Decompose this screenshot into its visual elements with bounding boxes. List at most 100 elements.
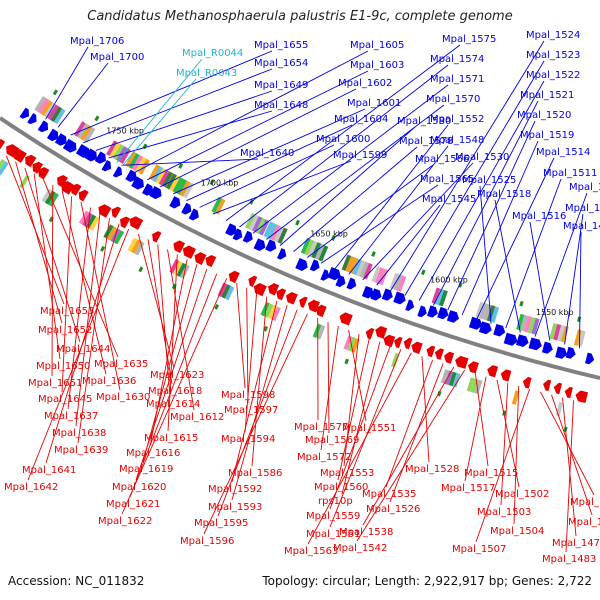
reverse-leader-line xyxy=(167,249,195,411)
reverse-leader-line xyxy=(61,190,107,375)
cog-block xyxy=(274,226,285,243)
forward-gene-label: Mpal_1496 xyxy=(563,221,600,232)
reverse-gene xyxy=(467,361,479,374)
cog-block xyxy=(486,305,496,322)
reverse-leader-line xyxy=(385,359,434,488)
reverse-gene xyxy=(6,144,20,158)
reverse-leader-line xyxy=(389,363,444,503)
forward-leader-line xyxy=(186,124,353,202)
forward-gene xyxy=(478,321,492,335)
reverse-leader-line xyxy=(327,322,330,434)
reverse-gene-label: Mpal_1612 xyxy=(170,412,224,423)
cog-block xyxy=(214,198,226,215)
forward-gene xyxy=(541,341,553,354)
cog-block xyxy=(172,260,183,276)
cog-block xyxy=(304,239,315,256)
forward-gene xyxy=(84,148,97,162)
forward-leader-line xyxy=(494,199,521,333)
forward-gene-label: Mpal_1516 xyxy=(512,211,566,222)
cog-block xyxy=(527,317,536,334)
cog-block xyxy=(356,260,366,277)
reverse-gene xyxy=(38,167,50,180)
reverse-gene xyxy=(365,327,375,340)
cog-block xyxy=(0,161,9,176)
reverse-gene-label: Mpal_1504 xyxy=(490,526,544,537)
marker-tick xyxy=(263,325,268,332)
cog-block xyxy=(264,303,274,318)
forward-leader-line xyxy=(447,120,536,311)
forward-leader-line xyxy=(362,162,474,281)
forward-gene-label: Mpal_1530 xyxy=(455,152,509,163)
forward-gene xyxy=(131,176,144,190)
forward-gene-label: Mpal_1605 xyxy=(350,40,404,51)
cog-block xyxy=(0,158,6,173)
cog-block xyxy=(255,217,266,235)
cog-block xyxy=(300,237,311,255)
forward-leader-line xyxy=(334,124,449,270)
cog-block xyxy=(252,216,263,233)
forward-leader-line xyxy=(252,84,449,234)
forward-gene-label: Mpal_1654 xyxy=(254,58,308,69)
cog-block xyxy=(162,171,174,188)
forward-gene xyxy=(169,196,181,209)
cog-block xyxy=(109,142,121,159)
accession-text: Accession: NC_011832 xyxy=(8,574,145,588)
forward-gene xyxy=(437,306,449,320)
reverse-gene xyxy=(152,231,162,243)
reverse-gene xyxy=(120,216,131,229)
reverse-gene-label: Mpal_1560 xyxy=(314,482,368,493)
forward-gene-label: Mpal_1565 xyxy=(420,174,474,185)
cog-block xyxy=(221,284,231,299)
forward-gene-label: Mpal_1520 xyxy=(517,110,571,121)
reverse-gene xyxy=(194,252,207,265)
forward-leader-line xyxy=(376,204,441,286)
reverse-gene-label: rps10p xyxy=(318,496,353,507)
forward-leader-line xyxy=(307,164,434,258)
reverse-gene xyxy=(98,204,112,218)
marker-tick xyxy=(178,163,184,169)
reverse-gene-label: Mpal_1630 xyxy=(96,392,150,403)
reverse-gene-label: Mpal_1476 xyxy=(552,538,600,549)
cog-block xyxy=(466,377,475,392)
reverse-gene xyxy=(268,283,280,296)
cog-block xyxy=(125,151,137,168)
reverse-gene xyxy=(543,379,552,392)
reverse-gene-label: Mpal_1616 xyxy=(126,448,180,459)
reverse-gene xyxy=(443,351,455,364)
reverse-gene-label: Mpal_1637 xyxy=(44,411,98,422)
cog-block xyxy=(224,285,235,301)
reverse-leader-line xyxy=(236,283,246,389)
reverse-gene xyxy=(575,390,589,404)
reverse-gene xyxy=(173,240,186,254)
rna-gene-label: Mpal_R0044 xyxy=(182,48,243,59)
forward-gene-label: Mpal_1648 xyxy=(254,100,308,111)
reverse-leader-line xyxy=(356,369,465,542)
marker-tick xyxy=(519,300,524,307)
cog-block xyxy=(557,324,565,342)
cog-block xyxy=(359,261,370,278)
forward-gene-label: Mpal_1545 xyxy=(422,194,476,205)
cog-block xyxy=(106,226,118,241)
forward-gene-label: Mpal_1521 xyxy=(520,90,574,101)
forward-gene-label: Mpal_1519 xyxy=(520,130,574,141)
cog-block xyxy=(318,245,329,262)
forward-gene xyxy=(232,228,243,241)
reverse-gene xyxy=(299,296,308,308)
reverse-gene-label: Mpal_1653 xyxy=(40,306,94,317)
kbp-tick-label: 1750 kbp xyxy=(106,127,144,136)
reverse-gene-label: Mpal_1621 xyxy=(106,499,160,510)
reverse-leader-line xyxy=(562,397,577,537)
forward-gene xyxy=(405,299,415,311)
forward-gene xyxy=(309,259,320,272)
cog-block xyxy=(131,154,144,171)
forward-gene-label: Mpal_1552 xyxy=(430,114,484,125)
forward-gene xyxy=(149,186,162,200)
cog-block xyxy=(452,372,461,388)
reverse-gene-label: Mpal_1619 xyxy=(119,464,173,475)
forward-gene xyxy=(27,113,37,125)
forward-leader-line xyxy=(404,60,545,296)
reverse-gene-label: Mpal_1542 xyxy=(333,543,387,554)
reverse-leader-line xyxy=(244,292,258,433)
forward-gene xyxy=(188,208,199,221)
